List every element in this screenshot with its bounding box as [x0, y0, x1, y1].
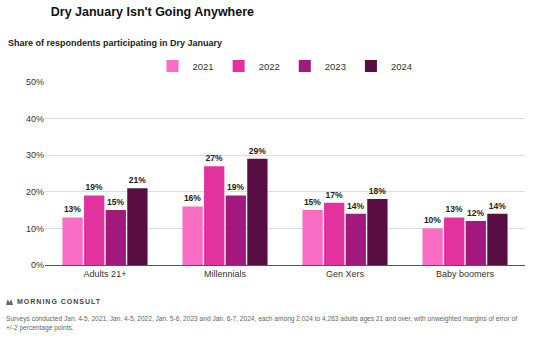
svg-text:2022: 2022 [259, 61, 280, 72]
svg-text:19%: 19% [85, 182, 102, 192]
html-text:Surveys conducted Jan. 4-5, 20: Surveys conducted Jan. 4-5, 2021, Jan. 4… [6, 315, 517, 331]
svg-text:30%: 30% [26, 150, 44, 160]
svg-text:0%: 0% [31, 260, 44, 270]
svg-text:13%: 13% [64, 204, 81, 214]
svg-text:40%: 40% [26, 114, 44, 124]
svg-text:20%: 20% [26, 187, 44, 197]
svg-text:14%: 14% [347, 201, 364, 211]
svg-text:Millennials: Millennials [204, 269, 247, 279]
svg-text:10%: 10% [26, 224, 44, 234]
svg-text:2024: 2024 [391, 61, 412, 72]
svg-text:18%: 18% [369, 186, 386, 196]
svg-text:50%: 50% [26, 77, 44, 87]
svg-text:14%: 14% [489, 201, 506, 211]
svg-text:12%: 12% [467, 208, 484, 218]
html-text:MORNING CONSULT: MORNING CONSULT [17, 298, 102, 305]
svg-text:15%: 15% [304, 197, 321, 207]
svg-text:21%: 21% [129, 175, 146, 185]
svg-text:16%: 16% [184, 193, 201, 203]
svg-text:10%: 10% [424, 215, 441, 225]
svg-text:Share of respondents participa: Share of respondents participating in Dr… [8, 38, 222, 48]
svg-text:Gen Xers: Gen Xers [326, 269, 365, 279]
svg-text:15%: 15% [107, 197, 124, 207]
svg-text:Baby boomers: Baby boomers [436, 269, 495, 279]
svg-text:27%: 27% [205, 153, 222, 163]
svg-text:17%: 17% [325, 190, 342, 200]
svg-text:Dry January Isn't Going Anywhe: Dry January Isn't Going Anywhere [51, 5, 254, 19]
svg-text:2023: 2023 [325, 61, 346, 72]
svg-text:2021: 2021 [193, 61, 214, 72]
svg-text:29%: 29% [249, 146, 266, 156]
svg-text:13%: 13% [445, 204, 462, 214]
svg-text:Adults 21+: Adults 21+ [84, 269, 127, 279]
svg-text:19%: 19% [227, 182, 244, 192]
